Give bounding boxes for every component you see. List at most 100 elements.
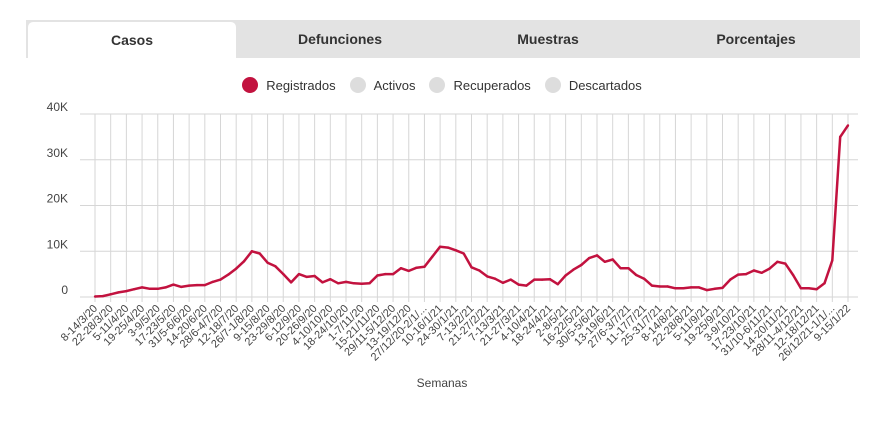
legend-item-registrados[interactable]: Registrados (242, 77, 336, 93)
legend-label: Registrados (266, 77, 336, 93)
data-point (823, 282, 826, 285)
legend-item-recuperados[interactable]: Recuperados (429, 77, 531, 93)
data-point (187, 284, 191, 287)
data-point (540, 278, 544, 281)
data-point (415, 266, 418, 269)
data-point (713, 287, 716, 290)
y-tick-label: 20K (47, 192, 68, 206)
data-point (258, 252, 261, 255)
data-point (195, 283, 199, 287)
data-point (603, 260, 607, 263)
data-point (423, 265, 426, 269)
data-point (368, 282, 371, 285)
data-point (125, 289, 128, 293)
data-point (384, 272, 387, 276)
data-point (446, 246, 450, 249)
y-tick-label: 10K (47, 237, 68, 251)
tab-bar: Casos Defunciones Muestras Porcentajes (26, 20, 860, 58)
data-point (838, 135, 842, 139)
y-tick-label: 40K (47, 100, 68, 114)
tab-defunciones[interactable]: Defunciones (297, 31, 382, 47)
data-point (674, 287, 677, 290)
data-point (799, 287, 803, 290)
data-point (611, 258, 614, 261)
data-point (289, 281, 293, 284)
data-point (556, 282, 559, 286)
legend-label: Activos (373, 77, 416, 93)
legend-dot-icon (349, 77, 366, 93)
data-point (266, 261, 269, 264)
data-point (760, 271, 763, 274)
legend-dot-icon (429, 77, 446, 93)
legend-item-descartados[interactable]: Descartados (544, 77, 642, 93)
data-point (117, 291, 120, 294)
data-point (729, 278, 732, 281)
data-point (548, 277, 552, 281)
data-point (517, 283, 520, 286)
data-point (572, 268, 575, 271)
y-tick-label: 0 (61, 283, 68, 297)
data-point (336, 282, 340, 285)
data-point (689, 286, 693, 289)
data-point (391, 272, 395, 276)
chart-legend: Registrados Activos Recuperados Descarta… (0, 77, 884, 93)
data-point (807, 287, 810, 290)
data-point (234, 267, 238, 270)
data-point (478, 269, 481, 272)
data-point (454, 249, 458, 252)
x-axis-title: Semanas (416, 376, 468, 390)
data-point (744, 272, 748, 276)
legend-dot-icon (544, 77, 561, 93)
data-point (462, 252, 465, 255)
data-point (846, 124, 850, 127)
data-point (250, 250, 254, 253)
data-point (501, 281, 505, 285)
data-point (242, 260, 246, 263)
data-point (313, 274, 316, 278)
data-point (595, 254, 599, 257)
data-point (203, 283, 207, 287)
data-point (321, 281, 324, 284)
data-point (564, 274, 567, 277)
tab-muestras[interactable]: Muestras (517, 31, 579, 47)
data-point (140, 286, 144, 289)
data-point (164, 286, 167, 289)
data-point (642, 277, 646, 280)
data-point (493, 277, 497, 280)
data-point (627, 266, 630, 270)
data-point (776, 260, 779, 263)
tab-porcentajes[interactable]: Porcentajes (716, 31, 796, 47)
data-point (705, 288, 709, 292)
data-point (697, 286, 701, 289)
legend-item-activos[interactable]: Activos (349, 77, 416, 93)
data-point (407, 269, 410, 273)
legend-dot-icon (242, 77, 259, 93)
data-point (274, 265, 277, 268)
legend-label: Descartados (568, 77, 642, 93)
data-point (587, 256, 591, 260)
data-point (329, 277, 332, 281)
data-point (635, 273, 638, 277)
data-point (666, 285, 669, 288)
data-point (297, 272, 301, 276)
data-point (470, 266, 473, 269)
data-point (227, 273, 230, 276)
data-point (509, 278, 512, 281)
tab-casos[interactable]: Casos (28, 22, 236, 58)
data-point (282, 272, 285, 276)
data-point (525, 284, 528, 287)
data-point (148, 287, 152, 290)
data-point (619, 266, 622, 270)
data-point (93, 295, 97, 298)
data-point (305, 275, 308, 279)
data-point (784, 262, 787, 265)
data-point (485, 275, 489, 278)
data-point (815, 288, 818, 291)
data-point (791, 273, 795, 277)
data-point (580, 263, 583, 267)
legend-label: Recuperados (453, 77, 531, 93)
data-point (399, 266, 403, 270)
data-point (736, 273, 740, 276)
data-point (352, 282, 356, 285)
